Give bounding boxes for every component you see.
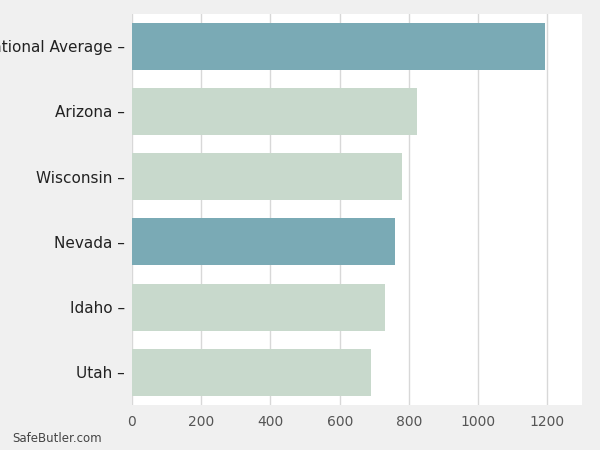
Bar <box>132 284 385 331</box>
Bar <box>132 153 401 200</box>
Bar <box>132 218 395 266</box>
Text: SafeButler.com: SafeButler.com <box>12 432 101 446</box>
Bar <box>132 88 416 135</box>
Bar <box>132 22 545 70</box>
Bar <box>132 349 371 396</box>
